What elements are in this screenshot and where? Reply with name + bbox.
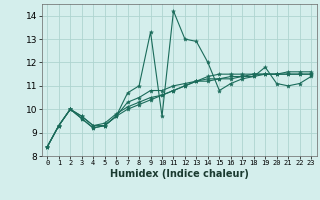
X-axis label: Humidex (Indice chaleur): Humidex (Indice chaleur) [110,169,249,179]
